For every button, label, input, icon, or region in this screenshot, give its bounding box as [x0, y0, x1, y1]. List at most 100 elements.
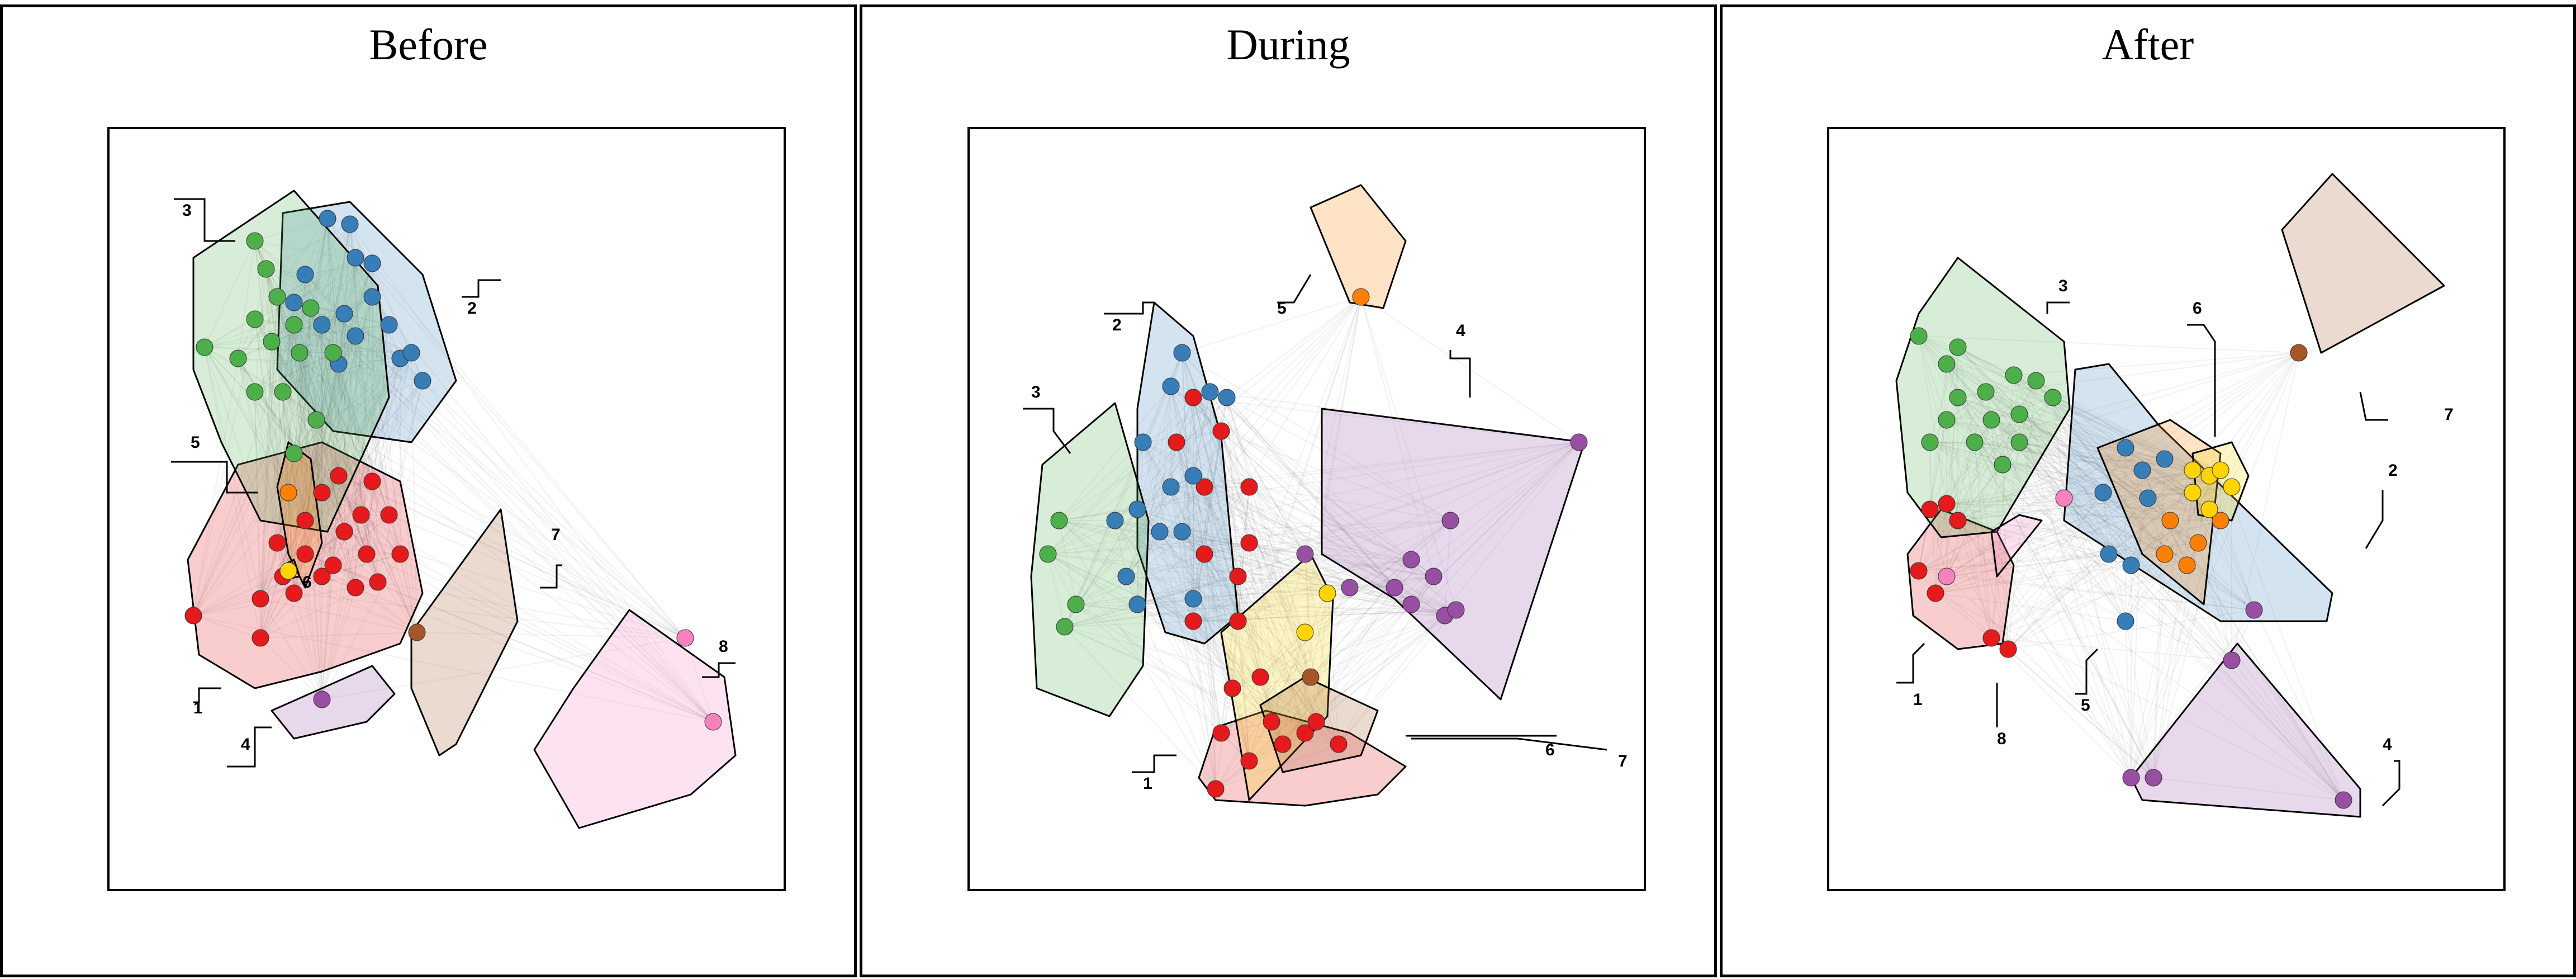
node-1: [296, 512, 314, 529]
node-3: [2044, 389, 2062, 406]
cluster-label: 5: [191, 433, 200, 452]
cluster-label: 1: [1143, 774, 1152, 793]
edge-line: [2063, 492, 2193, 499]
edge-line: [1047, 554, 1138, 605]
edge-line: [2002, 464, 2210, 476]
edge-line: [1193, 391, 1211, 476]
edge-line: [1935, 593, 2126, 622]
node-3: [1977, 383, 1995, 401]
edge-line: [1209, 391, 1239, 577]
edge-line: [377, 581, 686, 639]
edge-line: [1193, 621, 1261, 678]
edge-line: [305, 274, 345, 314]
edge-line: [321, 576, 714, 722]
edge-line: [2052, 397, 2065, 499]
edge-line: [1182, 352, 1451, 521]
edge-line: [238, 274, 306, 359]
edge-line: [338, 363, 378, 583]
edge-line: [254, 319, 714, 722]
network-svg: 1 2 3 4 5 6 7 8: [1895, 173, 2454, 818]
edge-line: [1929, 470, 2143, 510]
node-1: [1184, 389, 1202, 406]
edge-line: [254, 268, 267, 392]
edge-line: [360, 358, 401, 515]
edge-line: [193, 598, 261, 616]
edge-line: [1047, 486, 1205, 555]
edge-line: [1193, 598, 1445, 616]
edge-line: [333, 263, 373, 353]
edge-line: [282, 324, 295, 392]
edge-line: [2002, 458, 2165, 465]
edge-line: [1444, 520, 1451, 616]
node-1: [1949, 512, 1967, 529]
node-3: [285, 316, 303, 334]
edge-line: [1047, 554, 1065, 627]
edge-line: [238, 224, 350, 359]
edge-line: [1059, 520, 1306, 734]
edge-line: [1918, 470, 2193, 571]
edge-line: [1918, 570, 2255, 611]
node-1: [285, 584, 303, 602]
edge-line: [316, 419, 322, 493]
edge-line: [2019, 414, 2232, 661]
edge-line: [372, 296, 390, 515]
node-2: [1184, 467, 1202, 485]
edge-line: [1957, 397, 2193, 471]
edge-line: [271, 341, 356, 588]
node-7: [2290, 344, 2308, 362]
edge-line: [1946, 492, 2104, 504]
edge-line: [299, 352, 418, 633]
edge-line: [1349, 587, 1412, 605]
edge-line: [411, 352, 418, 633]
edge-line: [288, 492, 378, 583]
node-3: [2005, 366, 2023, 384]
edge-line: [1929, 442, 2210, 510]
edge-line: [2131, 565, 2232, 661]
edge-line: [1957, 347, 2193, 493]
edge-line: [277, 542, 356, 588]
edge-line: [1946, 414, 2020, 420]
edge-line: [1204, 486, 1306, 555]
edge-line: [1204, 554, 1395, 588]
edge-line: [1991, 419, 2344, 801]
edge-line: [1918, 570, 2154, 778]
edge-line: [1193, 554, 1205, 622]
edge-line: [349, 224, 412, 353]
edge-line: [1114, 520, 1445, 616]
edge-line: [2231, 352, 2299, 661]
edge-line: [1064, 486, 1250, 627]
cluster-hull-2: [276, 201, 457, 443]
edge-line: [254, 391, 334, 566]
edge-line: [1221, 431, 1412, 605]
edge-line: [1957, 520, 1992, 639]
node-4: [2122, 769, 2140, 787]
edge-line: [1204, 397, 1227, 488]
edge-line: [2164, 509, 2210, 555]
node-3: [1067, 595, 1085, 613]
cluster-label: 5: [2081, 696, 2090, 715]
node-3: [1938, 411, 1956, 429]
node-3: [1938, 355, 1956, 373]
edge-line: [1226, 296, 1361, 398]
edge-line: [305, 419, 317, 555]
edge-line: [2131, 486, 2232, 778]
edge-line: [349, 224, 373, 482]
edge-line: [321, 313, 345, 493]
edge-line: [333, 352, 401, 359]
edge-line: [1142, 442, 1205, 555]
edge-line: [293, 324, 390, 454]
edge-line: [338, 363, 373, 482]
edge-line: [2186, 486, 2232, 566]
edge-line: [1946, 470, 2221, 504]
edge-line: [1221, 431, 1317, 722]
edge-line: [1059, 386, 1171, 521]
edge-line: [1182, 520, 1451, 532]
label-leader-line: [193, 687, 221, 703]
node-5: [1352, 288, 1370, 306]
edge-line: [1232, 486, 1250, 689]
edge-line: [1182, 531, 1412, 605]
edge-line: [260, 531, 345, 599]
edge-line: [2103, 470, 2193, 493]
node-1: [369, 573, 387, 591]
edge-line: [254, 240, 714, 722]
